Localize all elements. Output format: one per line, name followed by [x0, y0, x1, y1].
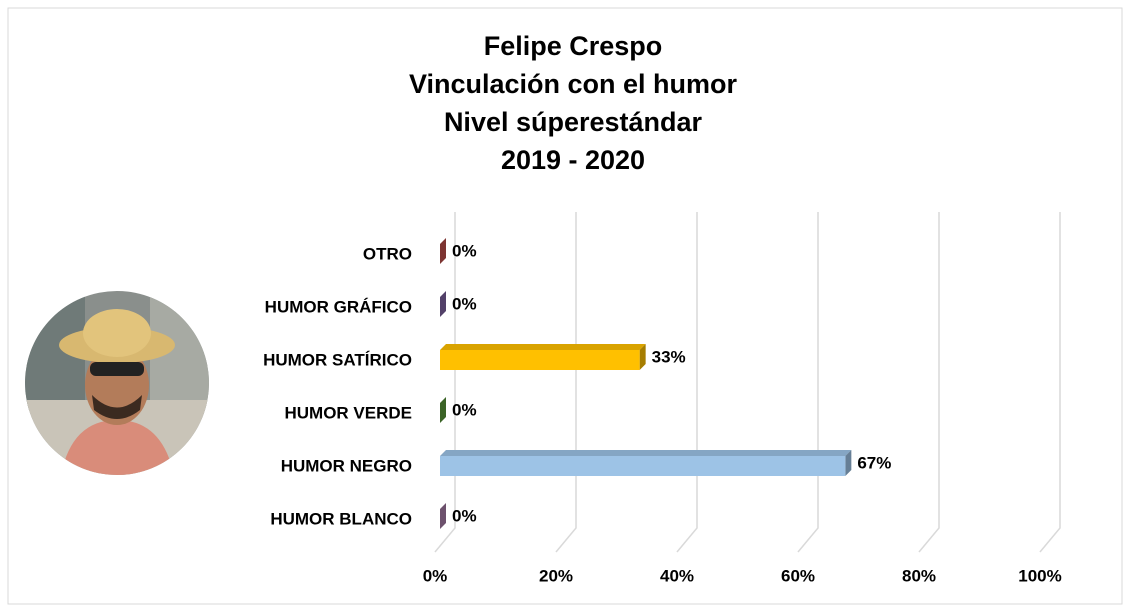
page: Felipe Crespo Vinculación con el humor Niv… — [0, 0, 1130, 606]
bar — [440, 350, 640, 370]
category-label: HUMOR SATÍRICO — [263, 350, 412, 369]
value-label: 33% — [652, 347, 686, 366]
category-label: HUMOR VERDE — [284, 403, 412, 422]
chart-title: Felipe Crespo — [484, 31, 663, 61]
category-label: HUMOR NEGRO — [281, 456, 412, 475]
chart-title: 2019 - 2020 — [501, 145, 645, 175]
chart-title: Vinculación con el humor — [409, 69, 738, 99]
category-label: HUMOR BLANCO — [270, 509, 412, 528]
x-tick-label: 100% — [1018, 566, 1061, 585]
x-tick-label: 40% — [660, 566, 694, 585]
value-label: 0% — [452, 506, 477, 525]
bar — [440, 456, 845, 476]
value-label: 67% — [857, 453, 891, 472]
value-label: 0% — [452, 400, 477, 419]
x-tick-label: 20% — [539, 566, 573, 585]
value-label: 0% — [452, 294, 477, 313]
chart: Felipe Crespo Vinculación con el humor Niv… — [0, 0, 1130, 606]
chart-title: Nivel súperestándar — [444, 107, 703, 137]
bar-top — [440, 344, 646, 350]
category-label: HUMOR GRÁFICO — [265, 297, 412, 316]
category-label: OTRO — [363, 244, 412, 263]
x-tick-label: 0% — [423, 566, 448, 585]
x-tick-label: 60% — [781, 566, 815, 585]
x-tick-label: 80% — [902, 566, 936, 585]
bar-top — [440, 450, 851, 456]
value-label: 0% — [452, 241, 477, 260]
